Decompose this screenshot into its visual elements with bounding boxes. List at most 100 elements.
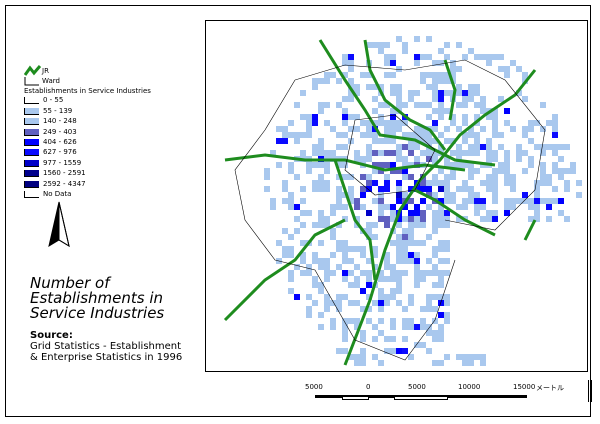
- grid-cell: [474, 54, 480, 60]
- grid-cell: [402, 168, 408, 174]
- grid-cell: [486, 60, 492, 66]
- grid-cell: [426, 330, 432, 336]
- grid-cell: [534, 186, 540, 192]
- grid-cell: [318, 288, 324, 294]
- grid-cell: [474, 132, 480, 138]
- grid-cell: [324, 150, 330, 156]
- grid-cell: [432, 84, 438, 90]
- grid-cell: [552, 168, 558, 174]
- grid-cell: [486, 114, 492, 120]
- grid-cell: [456, 216, 462, 222]
- grid-cell: [288, 132, 294, 138]
- grid-cell: [432, 156, 438, 162]
- grid-cell: [312, 222, 318, 228]
- grid-cell: [378, 198, 384, 204]
- grid-cell: [528, 126, 534, 132]
- grid-cell: [480, 96, 486, 102]
- legend-class: 1560 - 2591: [24, 169, 151, 179]
- grid-cell: [402, 48, 408, 54]
- grid-cell: [288, 204, 294, 210]
- grid-cell: [426, 348, 432, 354]
- legend-class-label: No Data: [43, 189, 72, 198]
- grid-cell: [354, 198, 360, 204]
- grid-cell: [396, 84, 402, 90]
- grid-cell: [282, 246, 288, 252]
- grid-cell: [474, 354, 480, 360]
- grid-cell: [384, 72, 390, 78]
- grid-cell: [342, 120, 348, 126]
- grid-cell: [366, 228, 372, 234]
- map-canvas[interactable]: [205, 20, 588, 372]
- grid-cell: [426, 138, 432, 144]
- grid-cell: [576, 192, 582, 198]
- grid-cell: [342, 192, 348, 198]
- grid-cell: [336, 204, 342, 210]
- grid-cell: [294, 204, 300, 210]
- grid-cell: [432, 72, 438, 78]
- grid-cell: [444, 42, 450, 48]
- grid-cell: [426, 258, 432, 264]
- grid-cell: [558, 198, 564, 204]
- grid-cell: [330, 126, 336, 132]
- grid-cell: [270, 150, 276, 156]
- grid-cell: [324, 276, 330, 282]
- grid-cell: [402, 234, 408, 240]
- grid-cell: [468, 150, 474, 156]
- grid-cell: [354, 318, 360, 324]
- grid-cell: [294, 228, 300, 234]
- grid-cell: [366, 306, 372, 312]
- grid-cell: [402, 252, 408, 258]
- grid-cell: [408, 144, 414, 150]
- grid-cell: [390, 270, 396, 276]
- grid-cell: [444, 108, 450, 114]
- grid-cell: [474, 168, 480, 174]
- grid-cell: [516, 66, 522, 72]
- grid-cell: [552, 150, 558, 156]
- grid-cell: [432, 282, 438, 288]
- grid-cell: [396, 180, 402, 186]
- grid-cell: [396, 126, 402, 132]
- grid-cell: [552, 126, 558, 132]
- grid-cell: [492, 114, 498, 120]
- grid-cell: [396, 120, 402, 126]
- grid-cell: [528, 162, 534, 168]
- grid-cell: [390, 90, 396, 96]
- grid-cell: [300, 186, 306, 192]
- grid-cell: [396, 198, 402, 204]
- grid-cell: [426, 186, 432, 192]
- grid-cell: [480, 204, 486, 210]
- grid-cell: [300, 240, 306, 246]
- grid-cell: [462, 150, 468, 156]
- grid-cell: [462, 354, 468, 360]
- grid-cell: [414, 258, 420, 264]
- grid-cell: [396, 36, 402, 42]
- grid-cell: [486, 54, 492, 60]
- grid-cell: [414, 270, 420, 276]
- grid-cell: [270, 198, 276, 204]
- grid-cell: [480, 54, 486, 60]
- grid-cell: [372, 234, 378, 240]
- grid-cell: [372, 96, 378, 102]
- grid-cell: [546, 120, 552, 126]
- grid-cell: [378, 216, 384, 222]
- grid-cell: [396, 348, 402, 354]
- grid-cell: [432, 216, 438, 222]
- grid-cell: [366, 84, 372, 90]
- grid-cell: [396, 246, 402, 252]
- grid-cell: [312, 78, 318, 84]
- grid-cell: [462, 360, 468, 366]
- grid-cell: [342, 318, 348, 324]
- grid-cell: [402, 132, 408, 138]
- grid-cell: [312, 252, 318, 258]
- grid-cell: [444, 246, 450, 252]
- grid-cell: [318, 162, 324, 168]
- grid-cell: [450, 66, 456, 72]
- grid-cell: [384, 252, 390, 258]
- grid-cell: [306, 294, 312, 300]
- grid-cell: [348, 198, 354, 204]
- grid-cell: [576, 180, 582, 186]
- ward-label: Ward: [42, 77, 60, 86]
- grid-cell: [426, 72, 432, 78]
- grid-cell: [438, 102, 444, 108]
- grid-cell: [348, 90, 354, 96]
